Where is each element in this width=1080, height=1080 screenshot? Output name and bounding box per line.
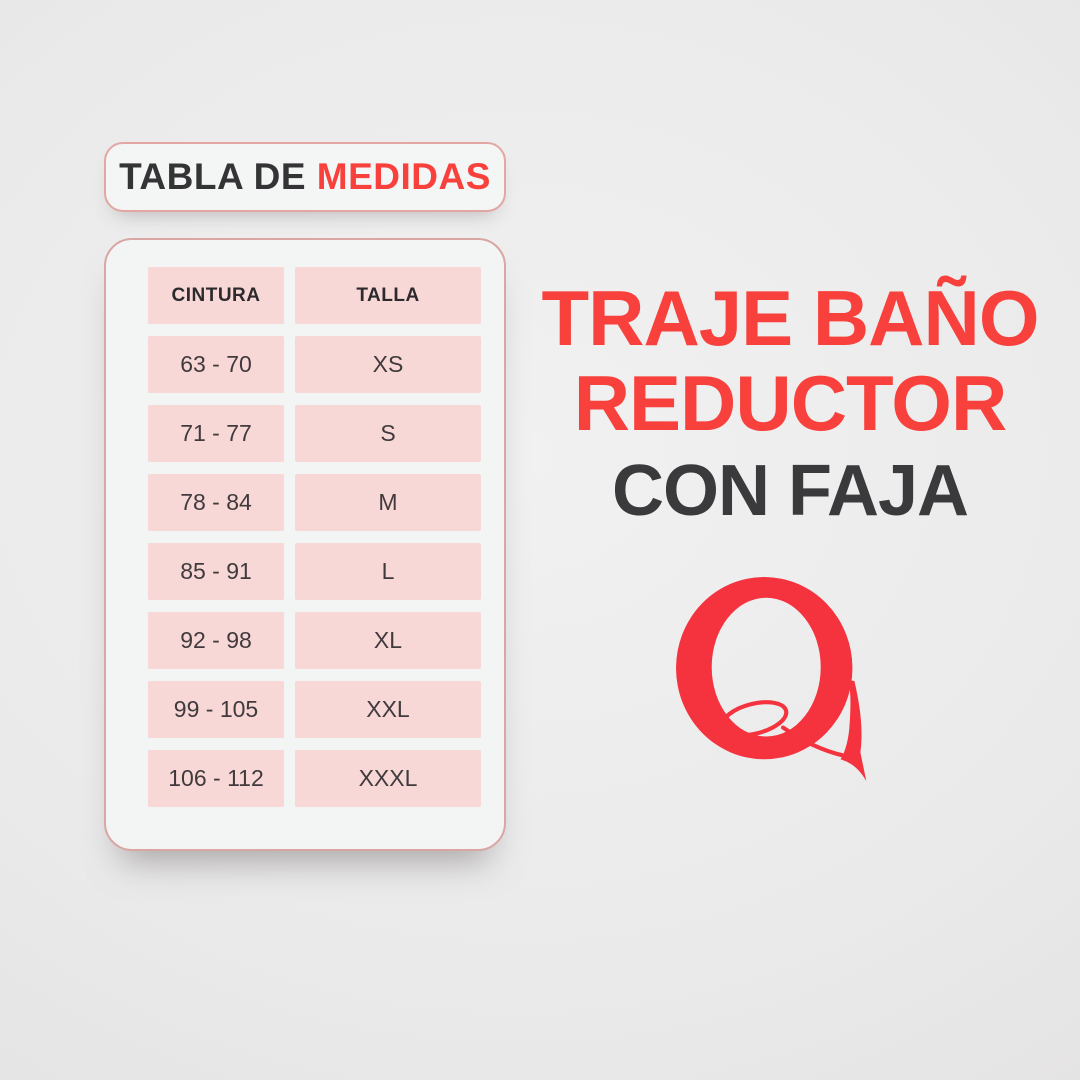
talla-cell: XXL — [295, 681, 481, 738]
talla-cell: XS — [295, 336, 481, 393]
talla-cell: XL — [295, 612, 481, 669]
size-chart-title: TABLA DE MEDIDAS — [119, 156, 491, 198]
product-title-line2: REDUCTOR — [573, 359, 1008, 448]
product-info: TRAJE BAÑO REDUCTOR CON FAJA Q — [528, 274, 1052, 793]
cintura-cell: 106 - 112 — [148, 750, 284, 807]
brand-q-icon — [676, 576, 867, 781]
cintura-cell: 63 - 70 — [148, 336, 284, 393]
cintura-cell: 99 - 105 — [148, 681, 284, 738]
brand-q-logo: Q — [528, 570, 1052, 793]
size-chart-title-accent: MEDIDAS — [316, 156, 491, 197]
talla-cell: L — [295, 543, 481, 600]
talla-cell: M — [295, 474, 481, 531]
product-title-line1: TRAJE BAÑO — [541, 274, 1039, 362]
column-header-cintura: CINTURA — [148, 267, 284, 324]
column-header-talla: TALLA — [295, 267, 481, 324]
cintura-cell: 85 - 91 — [148, 543, 284, 600]
cintura-cell: 78 - 84 — [148, 474, 284, 531]
cintura-cell: 71 - 77 — [148, 405, 284, 462]
talla-cell: S — [295, 405, 481, 462]
size-chart-title-dark: TABLA DE — [119, 156, 317, 197]
product-subtitle: CON FAJA — [611, 451, 969, 532]
product-title: TRAJE BAÑO REDUCTOR — [528, 274, 1052, 448]
size-chart-panel: CINTURA TALLA 63 - 70 XS 71 - 77 S 78 - … — [104, 238, 506, 851]
cintura-cell: 92 - 98 — [148, 612, 284, 669]
talla-cell: XXXL — [295, 750, 481, 807]
size-chart-title-box: TABLA DE MEDIDAS — [104, 142, 506, 212]
size-table: CINTURA TALLA 63 - 70 XS 71 - 77 S 78 - … — [106, 240, 504, 807]
